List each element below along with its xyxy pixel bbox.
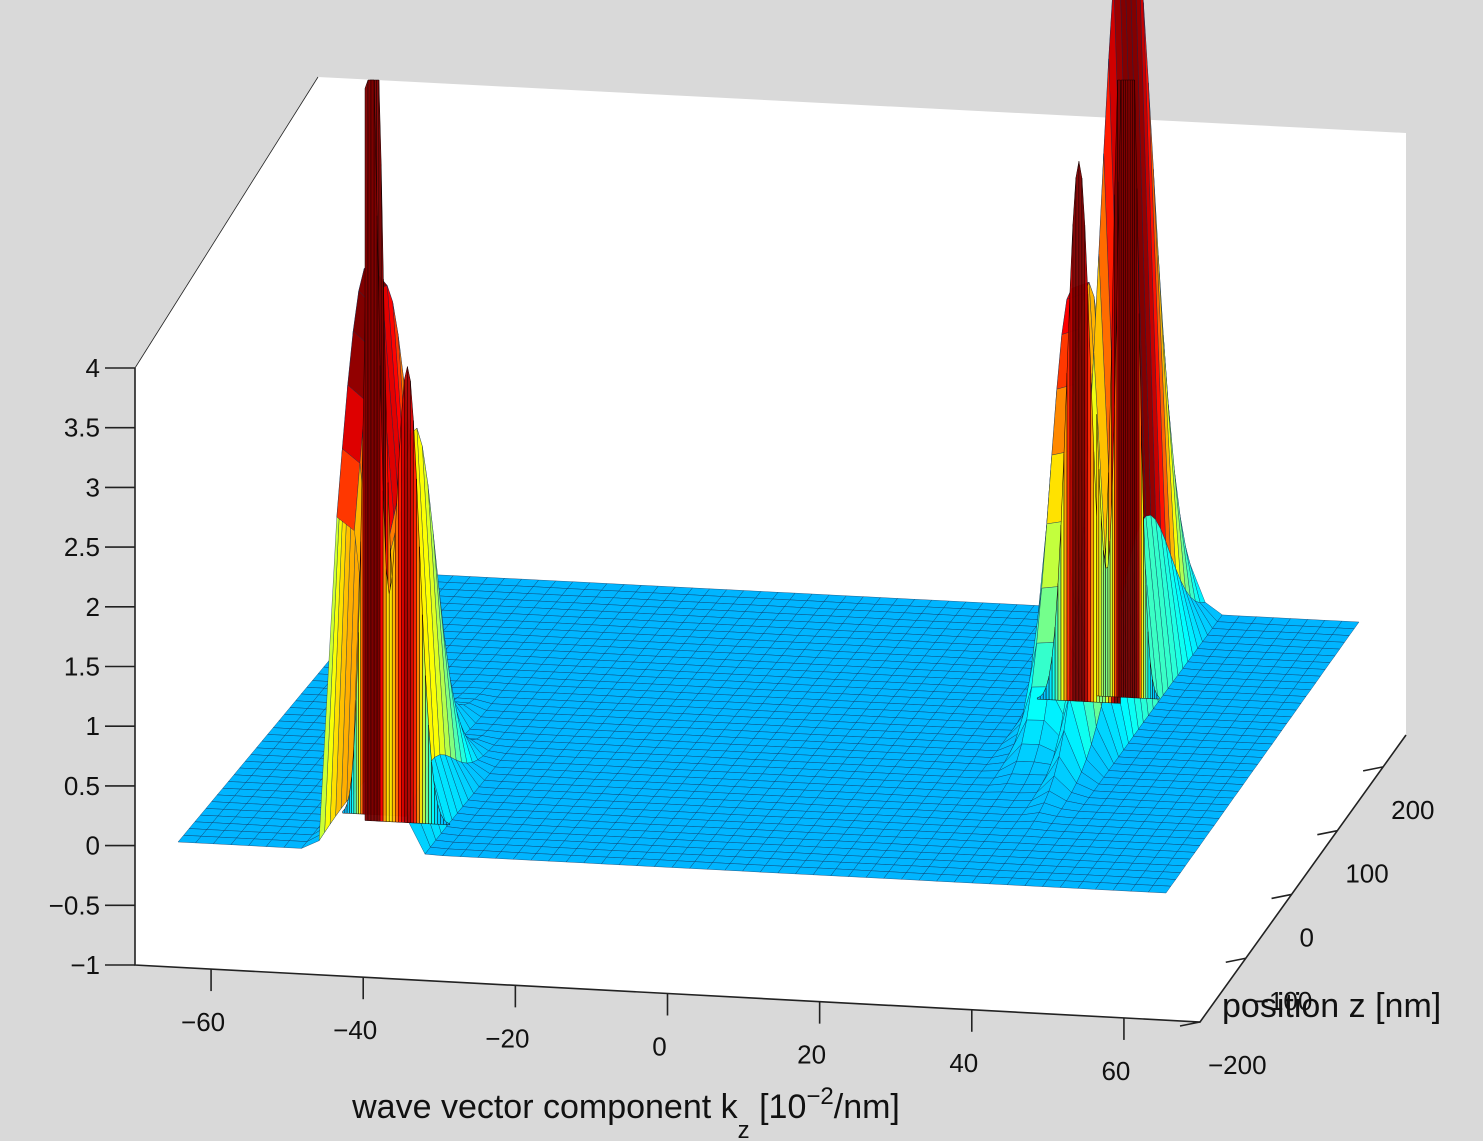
x-tick-label: 40 xyxy=(949,1048,978,1078)
peak-facet xyxy=(364,79,369,821)
x-axis-label-bracket: [10 xyxy=(750,1088,807,1126)
x-tick-label: 0 xyxy=(652,1032,666,1062)
back-panel xyxy=(135,77,1406,1022)
peak-facet xyxy=(388,576,393,823)
y-tick-mark xyxy=(1271,893,1292,900)
y-tick-label: 200 xyxy=(1391,795,1434,825)
z-tick-label: 1 xyxy=(86,711,100,741)
y-tick-mark xyxy=(1362,766,1384,772)
peak-facet xyxy=(1125,79,1129,698)
peak-facet xyxy=(446,822,451,826)
z-tick-label: 1.5 xyxy=(64,652,100,682)
y-tick-mark xyxy=(1225,957,1246,964)
peak-facet xyxy=(1078,161,1083,702)
peak-facet xyxy=(1118,79,1122,698)
x-axis-label-main: wave vector component k xyxy=(351,1088,739,1126)
z-tick-label: −1 xyxy=(70,950,100,980)
z-tick-label: 0.5 xyxy=(64,771,100,801)
peak-facet xyxy=(1096,414,1100,697)
x-axis-label-subscript: z xyxy=(738,1117,750,1141)
y-tick-mark xyxy=(1317,829,1338,836)
x-tick-label: −40 xyxy=(333,1015,377,1045)
peak-facet xyxy=(1081,177,1086,702)
peak-facet xyxy=(1134,79,1138,699)
peak-facet xyxy=(1123,79,1126,698)
peak-facet xyxy=(367,79,372,822)
x-tick-label: −60 xyxy=(181,1007,225,1037)
x-axis-label-unit: /nm] xyxy=(834,1088,900,1126)
peak-facet xyxy=(1066,293,1071,702)
peak-facet xyxy=(1103,550,1106,697)
z-tick-label: 4 xyxy=(86,353,100,383)
peak-facet xyxy=(1100,515,1104,697)
y-tick-label: −100 xyxy=(1254,986,1313,1016)
peak-facet xyxy=(404,366,408,823)
peak-facet xyxy=(1087,293,1092,703)
box-top-edge xyxy=(134,76,319,369)
peak-facet xyxy=(1072,177,1077,702)
x-axis-label-superscript: −2 xyxy=(806,1083,833,1110)
peak-facet xyxy=(1132,79,1135,699)
peak-facet xyxy=(1075,161,1080,702)
z-tick-label: −0.5 xyxy=(49,890,100,920)
peak-facet xyxy=(1127,79,1131,698)
x-axis-ticks: −60 −40 −20 0 20 40 60 xyxy=(181,969,1130,1086)
z-tick-label: 0 xyxy=(86,831,100,861)
peak-facet xyxy=(1084,224,1089,702)
x-axis-label: wave vector component kz [10−2/nm] xyxy=(351,1083,900,1141)
x-tick-label: 20 xyxy=(797,1040,826,1070)
x-tick-label: 60 xyxy=(1101,1056,1130,1086)
y-tick-label: 100 xyxy=(1345,859,1388,889)
surface-facet xyxy=(1148,885,1172,894)
peak-facet xyxy=(1105,566,1109,697)
peak-facet xyxy=(1156,694,1160,700)
peak-facet xyxy=(391,530,396,823)
peak-facet xyxy=(1129,79,1133,699)
y-tick-label: 0 xyxy=(1300,922,1314,952)
z-tick-label: 2.5 xyxy=(64,532,100,562)
y-tick-mark xyxy=(1179,1021,1201,1027)
peak-facet xyxy=(1120,79,1124,698)
peak-facet xyxy=(395,472,399,823)
y-axis-label: position z [nm] xyxy=(1222,987,1441,1025)
x-tick-label: −20 xyxy=(485,1023,529,1053)
peak-facet xyxy=(407,366,411,824)
peak-facet xyxy=(1069,224,1074,702)
peak-facet xyxy=(373,79,378,822)
peak-facet xyxy=(410,380,414,824)
peak-facet xyxy=(413,420,417,824)
z-axis-ticks: −1 −0.5 0 0.5 1 1.5 2 2.5 3 3.5 4 xyxy=(49,353,135,980)
z-tick-label: 2 xyxy=(86,592,100,622)
peak-facet xyxy=(385,568,390,822)
peak-facet xyxy=(401,379,405,823)
z-tick-label: 3.5 xyxy=(64,413,100,443)
peak-facet xyxy=(398,418,402,823)
peaks-group xyxy=(342,79,1160,826)
z-tick-label: 3 xyxy=(86,472,100,502)
y-axis-ticks: −200 −100 0 100 200 xyxy=(1179,766,1435,1080)
peak-facet xyxy=(370,79,375,822)
peak-facet xyxy=(1107,540,1111,697)
y-tick-label: −200 xyxy=(1208,1050,1267,1080)
